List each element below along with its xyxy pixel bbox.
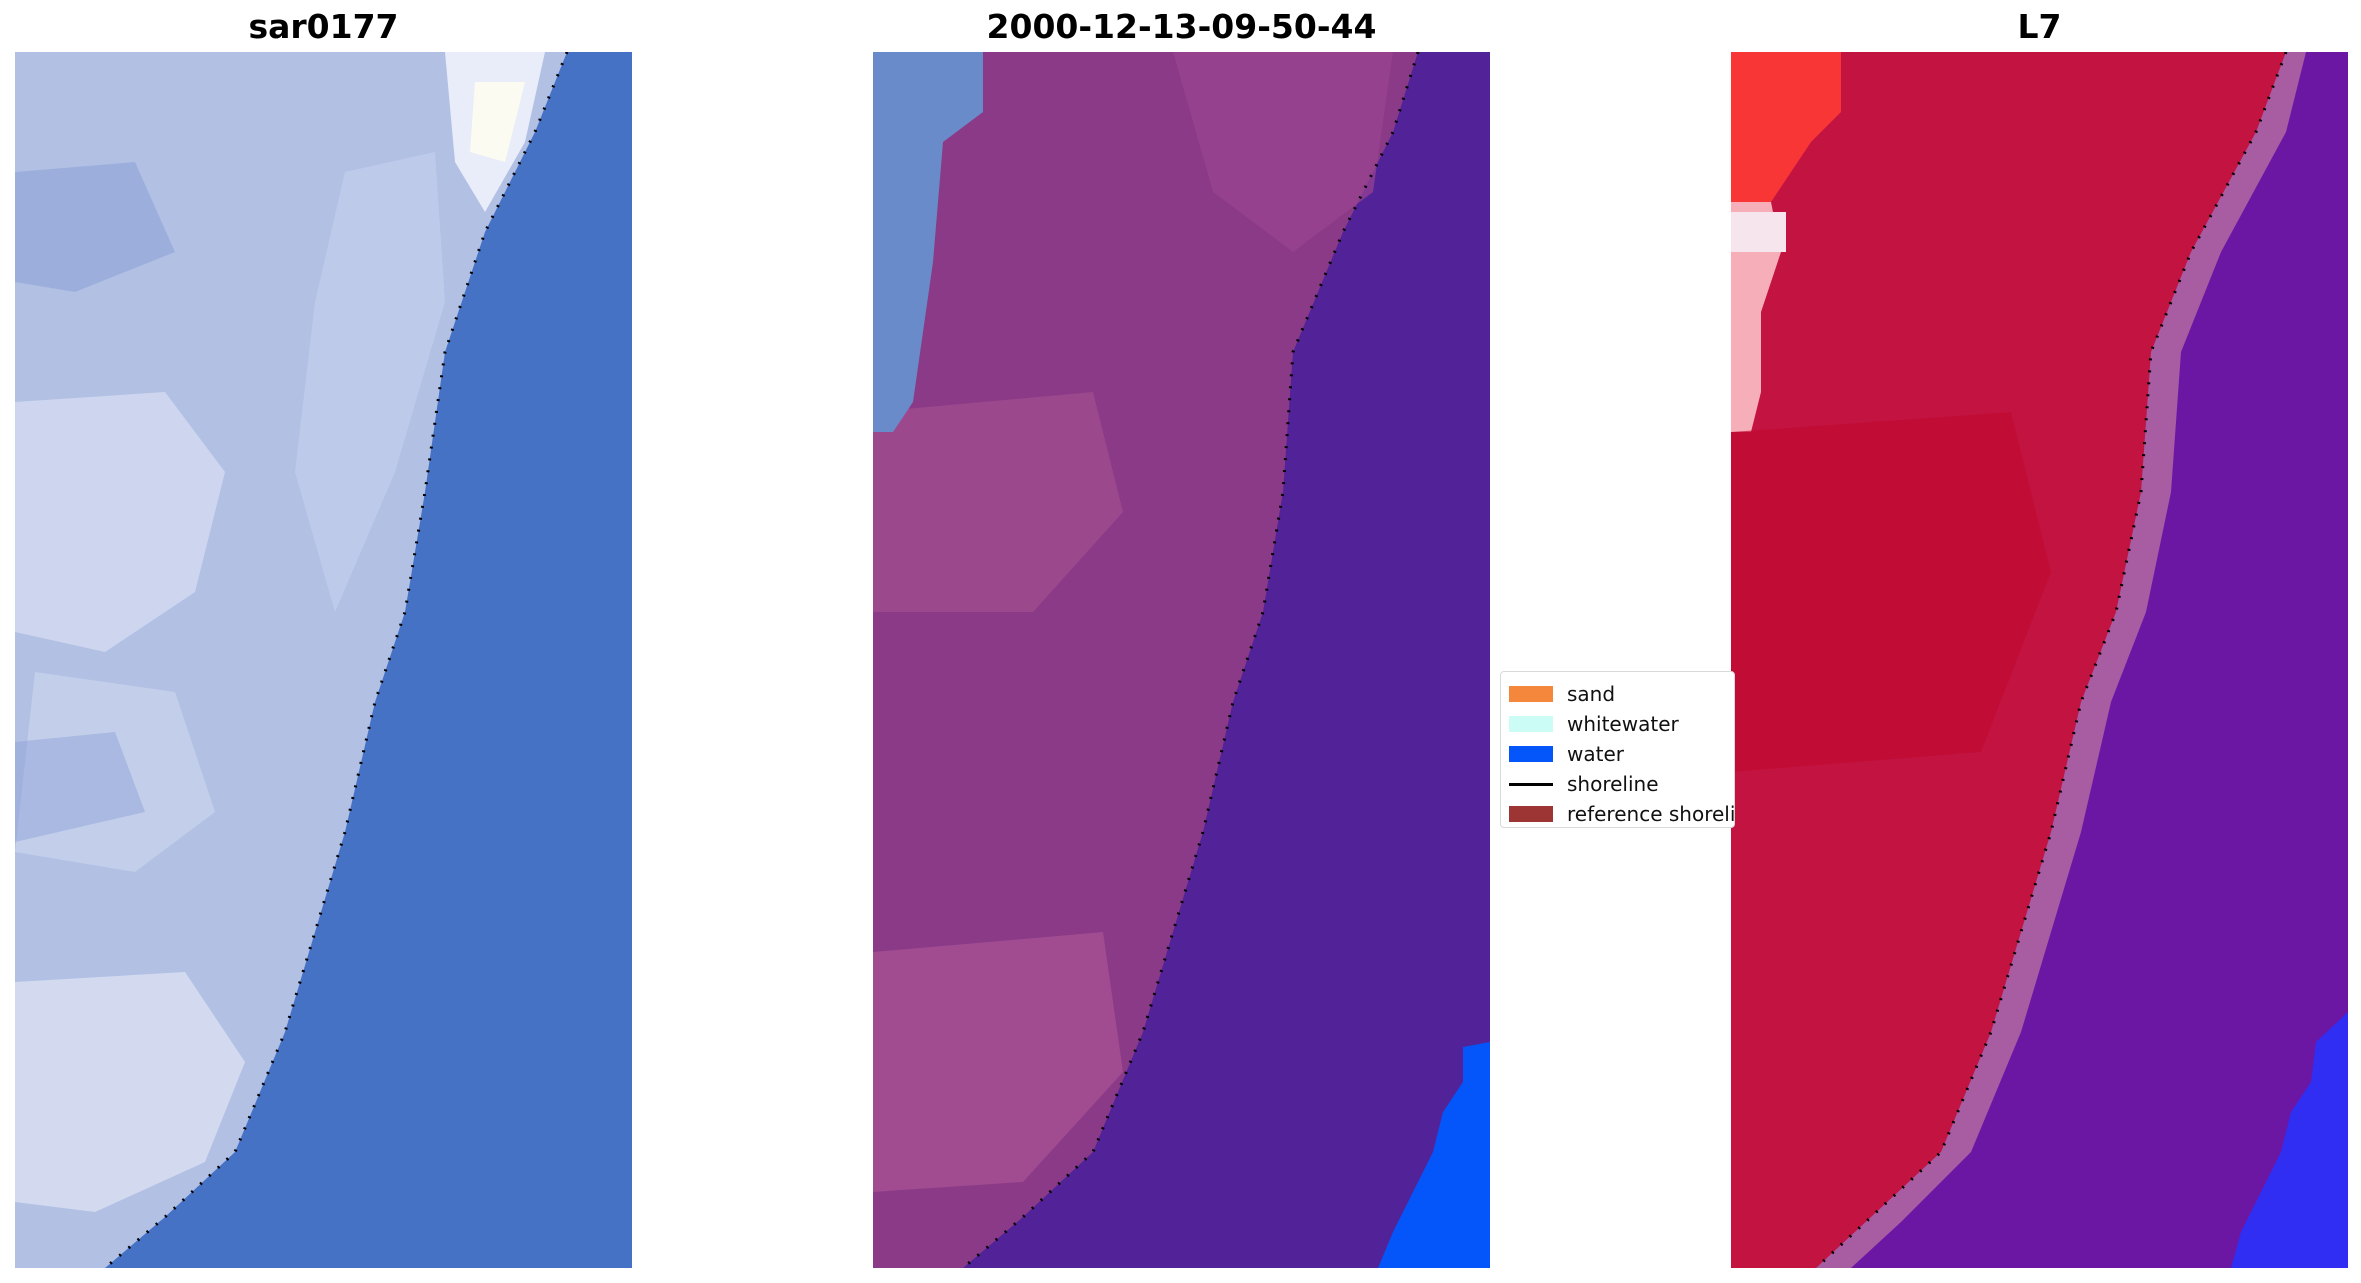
legend-line-shoreline [1509,783,1553,786]
legend-item-sand: sand [1501,679,1734,707]
legend-item-shoreline: shoreline [1501,769,1734,797]
legend-swatch-whitewater [1509,716,1553,732]
legend-swatch-water [1509,746,1553,762]
panel-title-date: 2000-12-13-09-50-44 [986,7,1377,46]
classified-image [873,52,1490,1268]
rgb-image-panel [15,52,632,1268]
legend-item-whitewater: whitewater [1501,709,1734,737]
classified-image-panel [873,52,1490,1268]
panel-title-sar: sar0177 [248,7,399,46]
rgb-image [15,52,632,1268]
legend-label-shoreline: shoreline [1567,772,1659,796]
panel-title-satellite: L7 [2017,7,2062,46]
legend-label-whitewater: whitewater [1567,712,1679,736]
legend-item-water: water [1501,739,1734,767]
legend-label-sand: sand [1567,682,1616,706]
legend-label-water: water [1567,742,1624,766]
legend-label-reference-shoreline: reference shoreline [1567,802,1735,826]
legend-item-reference-shoreline: reference shoreline [1501,799,1734,827]
legend-swatch-sand [1509,686,1553,702]
legend-swatch-reference-shoreline [1509,806,1553,822]
legend: sand whitewater water shoreline referenc… [1500,671,1735,828]
false-color-image [1731,52,2348,1268]
false-color-image-panel [1731,52,2348,1268]
